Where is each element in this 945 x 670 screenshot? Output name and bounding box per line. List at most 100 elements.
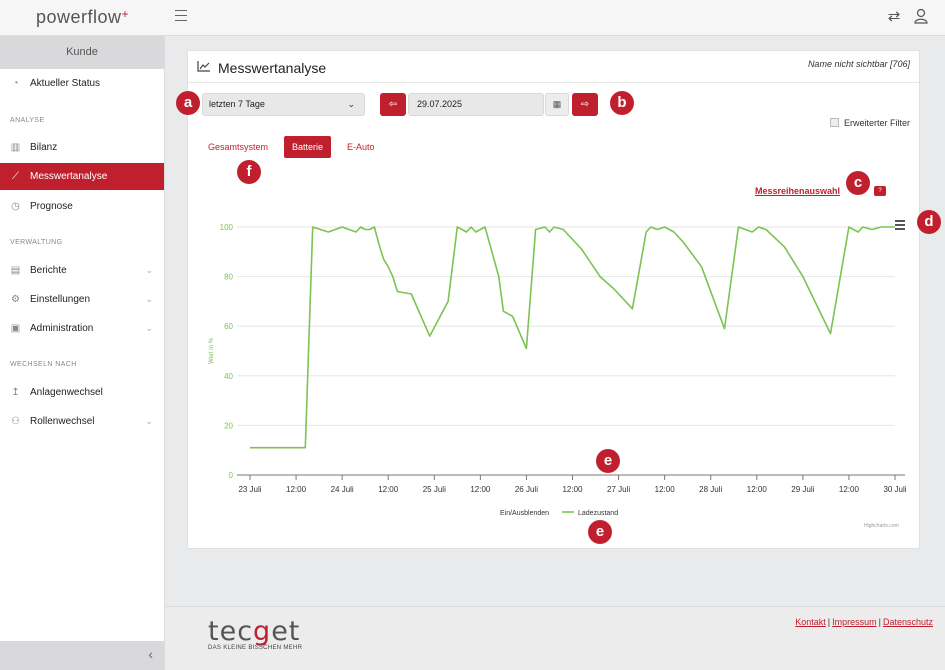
section-label-wechseln: WECHSELN NACH bbox=[10, 361, 77, 368]
marker-b: b bbox=[610, 91, 634, 115]
section-label-analyse: ANALYSE bbox=[10, 117, 45, 124]
analysis-panel: Messwertanalyse Name nicht sichtbar [706… bbox=[187, 50, 920, 549]
sidebar-item-label: Rollenwechsel bbox=[30, 416, 95, 427]
line-chart-icon bbox=[197, 60, 211, 75]
x-tick-label: 12:00 bbox=[286, 485, 307, 494]
chevron-down-icon: ⌄ bbox=[145, 323, 153, 333]
marker-c: c bbox=[846, 171, 870, 195]
y-tick-label: 80 bbox=[224, 273, 233, 282]
x-tick-label: 30 Juli bbox=[883, 485, 906, 494]
chevron-down-icon: ⌄ bbox=[145, 294, 153, 304]
x-tick-label: 27 Juli bbox=[607, 485, 630, 494]
chevron-down-icon: ⌄ bbox=[145, 265, 153, 275]
period-select[interactable]: letzten 7 Tage ⌄ bbox=[202, 93, 365, 116]
period-select-value: letzten 7 Tage bbox=[209, 99, 265, 109]
x-tick-label: 12:00 bbox=[747, 485, 768, 494]
y-tick-label: 0 bbox=[229, 471, 234, 480]
x-tick-label: 12:00 bbox=[470, 485, 491, 494]
sidebar-item-messwertanalyse[interactable]: ⟋ Messwertanalyse bbox=[0, 163, 164, 190]
user-icon[interactable] bbox=[913, 8, 929, 26]
sidebar-item-bilanz[interactable]: ▥ Bilanz bbox=[0, 134, 164, 161]
gauge-icon: ◔ bbox=[12, 78, 19, 89]
sidebar-collapse-button[interactable]: ‹ bbox=[0, 641, 164, 670]
tecget-logo[interactable]: tecget DAS KLEINE BISSCHEN MEHR bbox=[208, 616, 303, 651]
series-line-ladezustand bbox=[250, 226, 895, 449]
x-tick-label: 29 Juli bbox=[791, 485, 814, 494]
sidebar-item-label: Berichte bbox=[30, 265, 67, 276]
section-label-verwaltung: VERWALTUNG bbox=[10, 239, 63, 246]
marker-a: a bbox=[176, 91, 200, 115]
clock-icon: ◷ bbox=[11, 201, 20, 212]
sidebar-item-prognose[interactable]: ◷ Prognose bbox=[0, 193, 164, 220]
x-tick-label: 24 Juli bbox=[331, 485, 354, 494]
y-tick-label: 20 bbox=[224, 421, 233, 430]
help-badge[interactable]: ? bbox=[874, 186, 886, 196]
marker-e-axis: e bbox=[596, 449, 620, 473]
sidebar-item-label: Aktueller Status bbox=[30, 78, 101, 89]
highcharts-credit[interactable]: Highcharts.com bbox=[864, 523, 899, 529]
sidebar-item-berichte[interactable]: ▤ Berichte ⌄ bbox=[0, 257, 164, 284]
legend-item-ladezustand[interactable]: Ladezustand bbox=[578, 510, 618, 517]
next-period-button[interactable]: ⇨ bbox=[572, 93, 598, 116]
line-chart-icon: ⟋ bbox=[12, 171, 19, 182]
date-input[interactable]: 29.07.2025 bbox=[408, 93, 544, 116]
arrow-up-icon: ↥ bbox=[11, 387, 20, 398]
tab-gesamtsystem[interactable]: Gesamtsystem bbox=[208, 142, 269, 152]
previous-period-button[interactable]: ⇦ bbox=[380, 93, 406, 116]
link-datenschutz[interactable]: Datenschutz bbox=[882, 617, 933, 627]
x-tick-label: 12:00 bbox=[839, 485, 860, 494]
brand-logo[interactable]: powerflow+ bbox=[0, 0, 165, 36]
marker-f: f bbox=[237, 160, 261, 184]
switch-arrows-icon[interactable]: ⇄ bbox=[887, 8, 901, 25]
gear-icon: ⚙ bbox=[11, 294, 20, 305]
series-selection-link[interactable]: Messreihenauswahl bbox=[755, 186, 841, 196]
sidebar-item-aktueller-status[interactable]: ◔ Aktueller Status bbox=[0, 70, 164, 97]
soc-line-chart: 0 20 40 60 80 100 Wert in % 23 Juli 12:00 24 Juli… bbox=[209, 220, 907, 517]
x-tick-label: 26 Juli bbox=[515, 485, 538, 494]
tab-e-auto[interactable]: E-Auto bbox=[347, 142, 375, 152]
link-impressum[interactable]: Impressum bbox=[832, 617, 877, 627]
chevron-down-icon: ⌄ bbox=[347, 99, 355, 109]
top-bar: powerflow+ ⇄ bbox=[0, 0, 945, 36]
marker-e-legend: e bbox=[588, 520, 612, 544]
sidebar-item-label: Anlagenwechsel bbox=[30, 387, 103, 398]
terminal-icon: ▣ bbox=[10, 323, 21, 334]
extended-filter-checkbox[interactable]: Erweiterter Filter bbox=[829, 118, 910, 128]
system-name: Name nicht sichtbar [706] bbox=[807, 59, 910, 69]
x-tick-label: 12:00 bbox=[655, 485, 676, 494]
chevron-left-icon: ‹ bbox=[148, 646, 153, 662]
sidebar-item-rollenwechsel[interactable]: ⚇ Rollenwechsel ⌄ bbox=[0, 408, 164, 435]
sidebar-item-label: Messwertanalyse bbox=[30, 171, 108, 182]
legend-title: Ein/Ausblenden bbox=[500, 510, 549, 517]
tab-batterie[interactable]: Batterie bbox=[284, 136, 332, 158]
sidebar: Kunde ◔ Aktueller Status ANALYSE ▥ Bilan… bbox=[0, 36, 165, 670]
chevron-down-icon: ⌄ bbox=[145, 416, 153, 426]
sidebar-item-einstellungen[interactable]: ⚙ Einstellungen ⌄ bbox=[0, 286, 164, 313]
sidebar-item-label: Prognose bbox=[30, 201, 73, 212]
page-title: Messwertanalyse bbox=[218, 60, 327, 76]
sidebar-item-label: Bilanz bbox=[30, 142, 58, 153]
link-kontakt[interactable]: Kontakt bbox=[795, 617, 826, 627]
y-tick-label: 100 bbox=[220, 223, 234, 232]
checkbox[interactable] bbox=[829, 118, 839, 127]
customer-label[interactable]: Kunde bbox=[0, 36, 164, 69]
footer-links: Kontakt | Impressum | Datenschutz bbox=[795, 617, 933, 627]
footer: tecget DAS KLEINE BISSCHEN MEHR Kontakt |… bbox=[165, 606, 945, 670]
chart-menu-icon[interactable] bbox=[895, 220, 905, 230]
bar-chart-icon: ▥ bbox=[10, 142, 21, 153]
x-tick-label: 12:00 bbox=[378, 485, 399, 494]
extended-filter-label: Erweiterter Filter bbox=[843, 118, 910, 128]
brand-name: powerflow bbox=[35, 7, 122, 27]
y-tick-label: 40 bbox=[224, 372, 233, 381]
sidebar-item-anlagenwechsel[interactable]: ↥ Anlagenwechsel bbox=[0, 379, 164, 406]
panel-header: Messwertanalyse Name nicht sichtbar [706… bbox=[188, 51, 919, 83]
sidebar-item-administration[interactable]: ▣ Administration ⌄ bbox=[0, 315, 164, 342]
x-tick-label: 12:00 bbox=[562, 485, 583, 494]
document-icon: ▤ bbox=[10, 265, 21, 276]
x-tick-label: 28 Juli bbox=[699, 485, 722, 494]
sidebar-item-label: Einstellungen bbox=[30, 294, 91, 305]
brand-plus: + bbox=[121, 7, 130, 21]
sidebar-item-label: Administration bbox=[30, 323, 94, 334]
menu-toggle-icon[interactable] bbox=[175, 10, 187, 22]
calendar-icon[interactable]: ▦ bbox=[545, 93, 569, 116]
